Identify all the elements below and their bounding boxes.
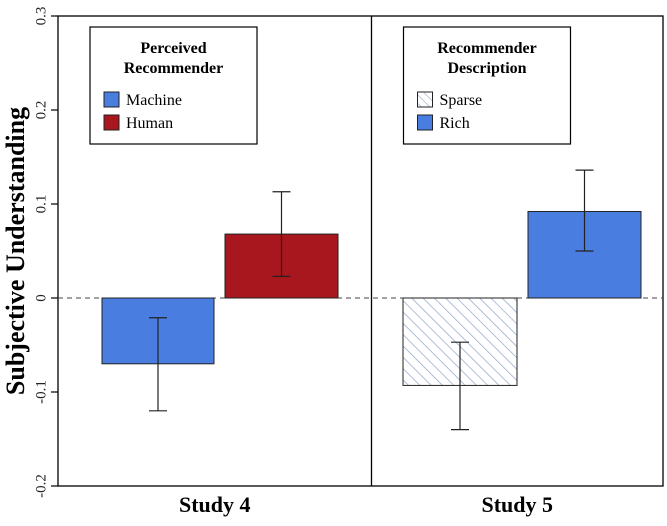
legend-swatch-machine [103, 91, 120, 108]
legend-title: Recommender [124, 60, 224, 77]
legend-entry-machine: Machine [126, 92, 182, 109]
y-axis-title: Subjective Understanding [1, 107, 30, 395]
panels: Study 4PerceivedRecommenderMachineHumanS… [89, 26, 642, 517]
legend-entry-rich: Rich [440, 115, 470, 132]
panel-label: Study 5 [481, 492, 553, 517]
y-tick-label: 0.3 [33, 7, 49, 26]
legend-title: Recommender [437, 40, 537, 57]
legend-swatch-human [103, 114, 120, 131]
legend-title: Description [447, 60, 526, 77]
legend: Recommender Description Sparse Rich [402, 26, 572, 145]
y-tick-label: 0 [33, 294, 49, 302]
y-axis: -0.2 -0.1 0 0.1 0.2 0.3 [33, 7, 58, 498]
legend-entry-sparse: Sparse [440, 92, 483, 109]
panel-2: Study 5 Recommender Description Sparse Rich [402, 26, 642, 517]
y-tick-label: -0.1 [33, 380, 49, 404]
legend: Perceived Recommender Machine Human [89, 26, 258, 145]
legend-swatch-sparse [417, 91, 433, 108]
y-tick-label: 0.2 [33, 101, 49, 120]
legend-swatch-rich [417, 114, 433, 131]
legend-entry-human: Human [126, 115, 173, 132]
panel-1: Study 4 Perceived Recommender Machine Human [89, 26, 339, 517]
y-tick-label: 0.1 [33, 195, 49, 214]
plot-frame [57, 15, 664, 487]
panel-label: Study 4 [179, 492, 251, 517]
legend-title: Perceived [140, 40, 206, 57]
y-tick-label: -0.2 [33, 474, 49, 498]
